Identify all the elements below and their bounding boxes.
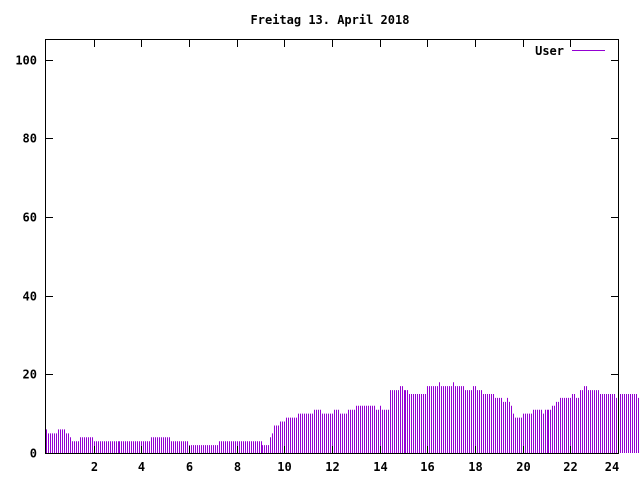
x-tick-label: 24 — [605, 460, 619, 474]
chart-title: Freitag 13. April 2018 — [251, 13, 410, 27]
plot-border — [45, 39, 619, 454]
x-tick-label: 16 — [420, 460, 434, 474]
x-tick-label: 18 — [468, 460, 482, 474]
x-axis: 2 4 6 8 10 12 14 16 18 20 22 24 — [91, 40, 619, 474]
x-tick-label: 6 — [186, 460, 193, 474]
y-tick-label: 40 — [23, 290, 37, 304]
legend: User — [535, 44, 605, 58]
y-tick-label: 100 — [15, 54, 37, 68]
x-tick-label: 8 — [234, 460, 241, 474]
x-tick-label: 12 — [325, 460, 339, 474]
legend-label: User — [535, 44, 564, 58]
y-tick-label: 60 — [23, 211, 37, 225]
y-tick-label: 80 — [23, 132, 37, 146]
x-tick-label: 4 — [138, 460, 145, 474]
y-tick-label: 20 — [23, 368, 37, 382]
x-tick-label: 22 — [563, 460, 577, 474]
x-tick-label: 2 — [91, 460, 98, 474]
x-tick-label: 20 — [516, 460, 530, 474]
x-tick-label: 14 — [373, 460, 387, 474]
y-tick-label: 0 — [30, 447, 37, 461]
x-tick-label: 10 — [277, 460, 291, 474]
y-axis: 0 20 40 60 80 100 — [15, 54, 618, 461]
bars-group — [46, 382, 639, 453]
